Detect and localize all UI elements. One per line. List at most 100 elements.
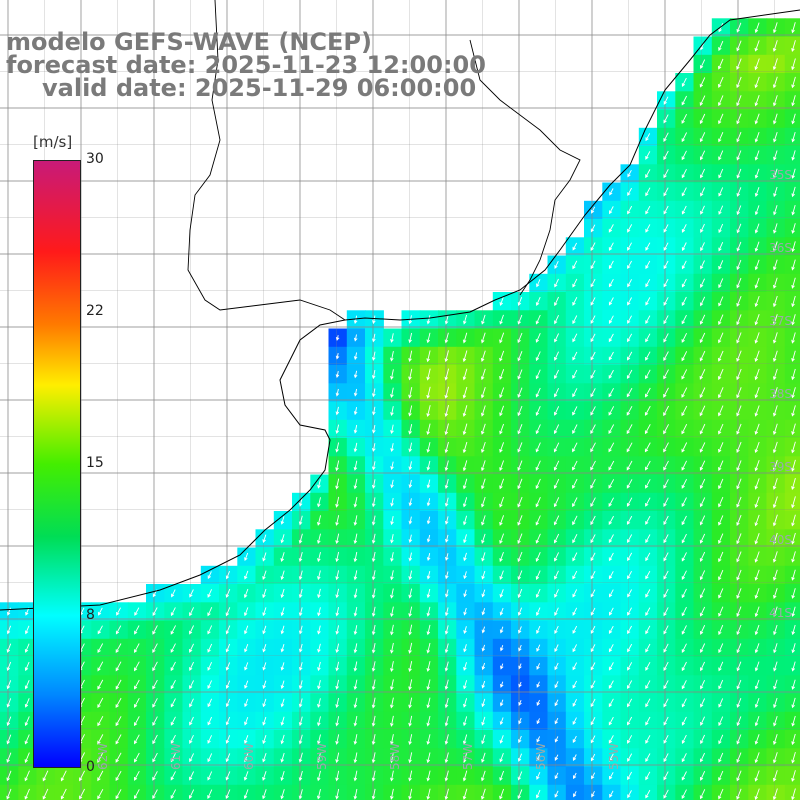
wind-cell [18,730,38,749]
wind-arrow [627,790,632,799]
wind-cell [602,675,622,695]
wind-arrow [463,626,467,634]
wind-arrow [189,753,195,763]
wind-arrow [754,551,760,563]
wind-arrow [390,369,394,380]
wind-arrow [24,680,30,690]
wind-cell [711,474,731,494]
wind-arrow [717,76,724,88]
wind-cell [529,419,549,439]
wind-cell [310,565,330,585]
wind-arrow [481,716,486,726]
wind-arrow [681,753,687,763]
wind-cell [657,328,676,348]
wind-cell [529,474,549,494]
wind-cell [200,730,220,749]
wind-arrow [736,76,742,89]
wind-arrow [207,698,213,708]
wind-arrow [736,643,742,654]
wind-arrow [663,698,669,708]
wind-arrow [536,772,541,780]
wind-arrow [133,789,140,800]
wind-arrow [754,350,760,362]
wind-arrow [791,405,796,417]
wind-cell [200,638,220,658]
wind-cell [602,638,622,658]
wind-arrow [663,150,669,161]
wind-arrow [262,643,267,653]
wind-cell [638,748,658,768]
wind-cell [584,748,603,768]
wind-arrow [590,680,596,689]
wind-cell [784,547,800,567]
wind-arrow [699,168,706,179]
wind-cell [638,310,658,330]
wind-cell [109,693,129,713]
wind-arrow [627,680,633,690]
wind-arrow [189,661,195,672]
wind-arrow [717,405,724,417]
wind-arrow [663,224,669,233]
wind-cell [675,474,695,494]
wind-arrow [663,460,669,471]
wind-arrow [736,314,742,326]
wind-arrow [644,424,651,435]
wind-cell [675,602,695,622]
wind-cell [602,292,622,311]
wind-arrow [608,333,614,343]
wind-arrow [645,607,651,617]
wind-arrow [754,113,760,125]
wind-cell [529,365,549,384]
wind-arrow [426,734,431,745]
wind-arrow [608,497,614,507]
wind-arrow [499,551,504,563]
wind-arrow [462,460,468,472]
wind-arrow [79,788,85,800]
wind-cell [730,492,749,512]
wind-arrow [627,625,632,635]
wind-arrow [335,371,340,379]
wind-arrow [572,717,577,725]
wind-arrow [590,552,596,562]
wind-cell [529,620,549,640]
wind-cell [730,146,749,165]
wind-arrow [207,643,213,653]
wind-arrow [627,315,632,324]
wind-arrow [97,697,104,709]
wind-cell [273,529,293,549]
wind-cell [200,766,220,786]
wind-arrow [681,260,687,270]
wind-arrow [170,643,176,653]
wind-arrow [463,571,467,580]
wind-cell [18,693,38,713]
wind-arrow [444,607,449,617]
wind-arrow [335,661,340,672]
wind-cell [711,565,731,585]
wind-arrow [189,625,195,635]
wind-arrow [6,788,12,800]
wind-arrow [335,625,340,635]
wind-arrow [773,715,778,727]
wind-cell [711,273,731,293]
wind-arrow [645,297,651,306]
wind-arrow [262,534,267,543]
wind-cell [565,711,585,731]
wind-arrow [754,661,760,672]
wind-cell [492,511,512,530]
wind-cell [784,584,800,603]
wind-arrow [645,387,651,398]
wind-arrow [700,187,706,197]
wind-arrow [426,315,431,325]
wind-arrow [791,770,796,782]
wind-cell [565,492,585,512]
wind-arrow [480,788,486,800]
wind-arrow [518,644,522,652]
wind-cell [565,237,585,257]
wind-cell [711,310,731,330]
wind-cell [127,675,147,695]
wind-arrow [626,497,633,507]
wind-arrow [700,205,705,215]
wind-cell [237,675,257,695]
wind-arrow [608,625,614,635]
wind-arrow [699,497,706,508]
